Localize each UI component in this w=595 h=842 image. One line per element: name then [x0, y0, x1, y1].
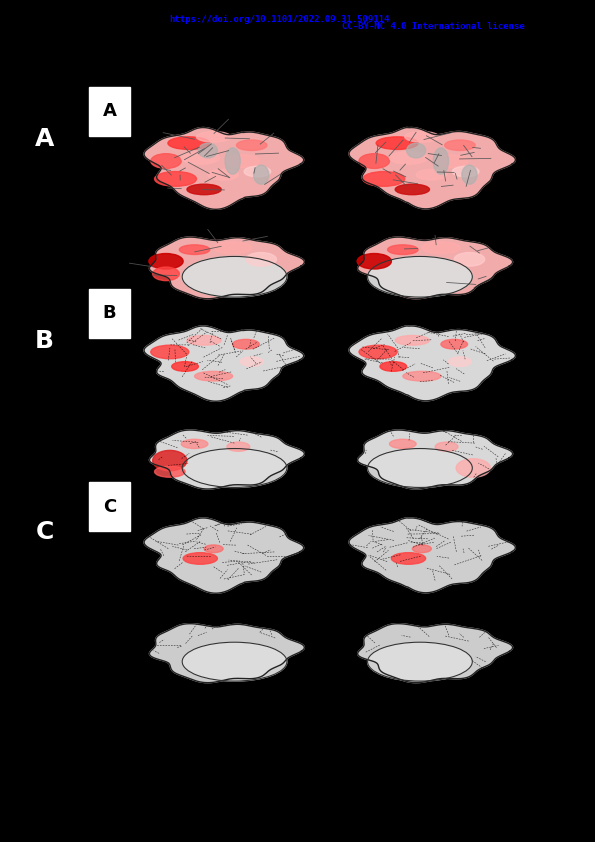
Ellipse shape — [155, 466, 185, 477]
Ellipse shape — [395, 335, 430, 345]
Text: https://doi.org/10.1101/2022.09.31.509114: https://doi.org/10.1101/2022.09.31.50911… — [170, 15, 390, 24]
Ellipse shape — [395, 184, 430, 195]
Ellipse shape — [441, 339, 468, 349]
Ellipse shape — [435, 442, 458, 451]
Text: A: A — [102, 102, 117, 120]
Ellipse shape — [368, 642, 472, 681]
Ellipse shape — [433, 148, 449, 174]
Ellipse shape — [181, 152, 220, 164]
Ellipse shape — [240, 357, 263, 366]
Ellipse shape — [182, 642, 287, 681]
Ellipse shape — [412, 545, 431, 552]
Polygon shape — [144, 127, 303, 210]
Ellipse shape — [182, 449, 287, 488]
Ellipse shape — [376, 136, 418, 150]
Ellipse shape — [214, 242, 252, 253]
Ellipse shape — [225, 155, 259, 168]
Text: B: B — [35, 329, 54, 353]
Ellipse shape — [187, 335, 221, 345]
Ellipse shape — [452, 166, 479, 177]
Ellipse shape — [151, 153, 181, 168]
Polygon shape — [149, 624, 305, 683]
Polygon shape — [144, 518, 303, 594]
Ellipse shape — [198, 143, 217, 157]
Ellipse shape — [368, 257, 472, 297]
Text: C: C — [36, 520, 54, 544]
Ellipse shape — [195, 371, 233, 381]
Polygon shape — [349, 518, 515, 593]
Ellipse shape — [363, 172, 405, 186]
Ellipse shape — [153, 267, 179, 280]
Ellipse shape — [183, 552, 217, 564]
Ellipse shape — [253, 165, 269, 184]
Ellipse shape — [246, 253, 277, 266]
FancyBboxPatch shape — [89, 87, 130, 136]
Ellipse shape — [244, 166, 271, 177]
Ellipse shape — [380, 362, 406, 371]
Ellipse shape — [179, 245, 210, 254]
Polygon shape — [358, 430, 513, 489]
Ellipse shape — [225, 148, 240, 174]
Ellipse shape — [187, 184, 221, 195]
Polygon shape — [358, 624, 513, 683]
Ellipse shape — [149, 253, 183, 269]
Ellipse shape — [208, 169, 239, 180]
Ellipse shape — [196, 131, 231, 142]
Text: CC-BY-NC 4.0 International license: CC-BY-NC 4.0 International license — [342, 22, 525, 31]
Text: A: A — [35, 127, 54, 151]
Ellipse shape — [405, 131, 439, 142]
Polygon shape — [349, 326, 515, 401]
Ellipse shape — [433, 155, 468, 168]
Ellipse shape — [227, 442, 250, 451]
Ellipse shape — [403, 371, 441, 381]
Ellipse shape — [390, 440, 416, 449]
Text: B: B — [103, 304, 116, 322]
Ellipse shape — [444, 140, 475, 151]
FancyBboxPatch shape — [89, 482, 130, 531]
Polygon shape — [149, 237, 305, 299]
Text: C: C — [103, 498, 116, 516]
Ellipse shape — [151, 345, 189, 359]
Ellipse shape — [462, 165, 477, 184]
Ellipse shape — [368, 449, 472, 488]
Ellipse shape — [172, 362, 198, 371]
Ellipse shape — [359, 153, 390, 168]
Ellipse shape — [406, 143, 425, 157]
Ellipse shape — [456, 459, 490, 477]
Ellipse shape — [387, 245, 418, 254]
Ellipse shape — [233, 339, 259, 349]
Polygon shape — [358, 237, 513, 299]
Polygon shape — [149, 430, 305, 489]
Ellipse shape — [236, 140, 267, 151]
Ellipse shape — [390, 152, 428, 164]
Ellipse shape — [168, 136, 210, 150]
Ellipse shape — [204, 545, 223, 552]
Ellipse shape — [359, 345, 397, 359]
Ellipse shape — [392, 552, 425, 564]
Ellipse shape — [416, 169, 447, 180]
Ellipse shape — [182, 257, 287, 297]
Ellipse shape — [449, 357, 471, 366]
Ellipse shape — [153, 450, 187, 471]
Polygon shape — [349, 127, 515, 209]
Polygon shape — [144, 326, 303, 402]
Ellipse shape — [155, 172, 196, 186]
Ellipse shape — [422, 242, 460, 253]
Ellipse shape — [357, 253, 392, 269]
FancyBboxPatch shape — [89, 289, 130, 338]
Ellipse shape — [181, 440, 208, 449]
Ellipse shape — [454, 253, 485, 266]
